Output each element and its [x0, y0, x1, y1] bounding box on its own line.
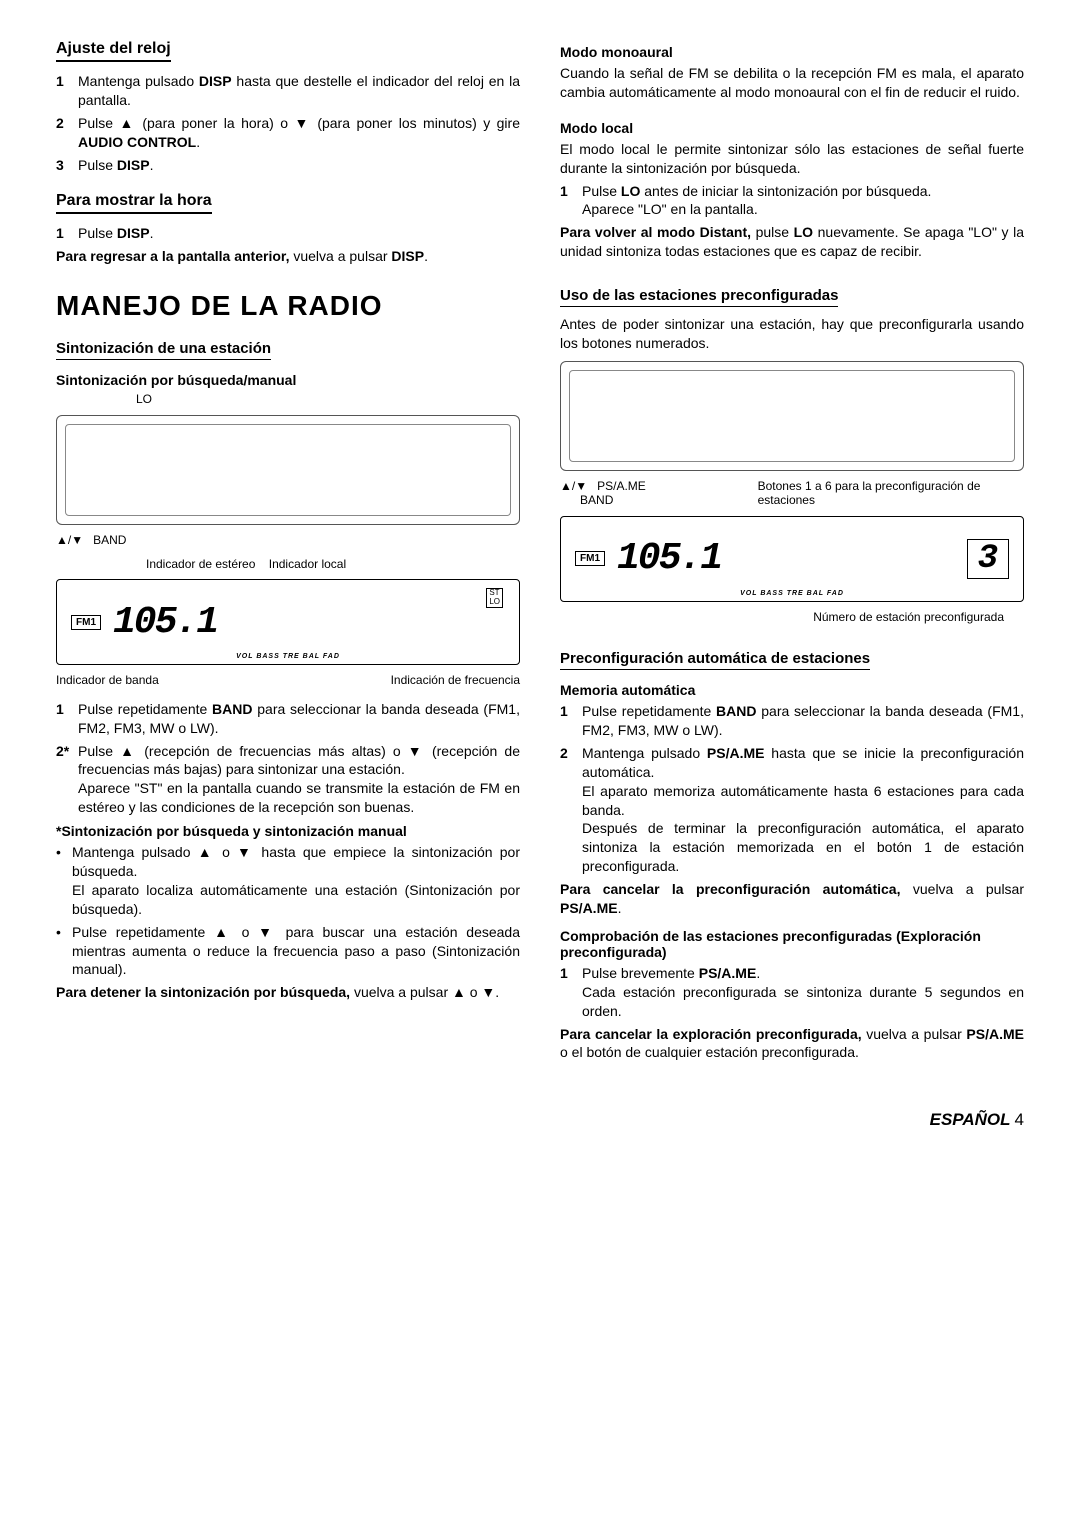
h-uso: Uso de las estaciones preconfiguradas — [560, 287, 838, 307]
led-ch: 3 — [967, 539, 1009, 579]
note: Para volver al modo Distant, pulse LO nu… — [560, 223, 1024, 261]
label-buttons: Botones 1 a 6 para la preconfiguración d… — [758, 479, 1024, 508]
text: Pulse DISP. — [78, 156, 154, 175]
note: Para cancelar la preconfiguración automá… — [560, 880, 1024, 918]
text: Pulse ▲ (recepción de frecuencias más al… — [78, 743, 520, 778]
led-bar: VOL BASS TRE BAL FAD — [236, 653, 340, 660]
led-freq: 105.1 — [617, 537, 721, 580]
sub-manual: *Sintonización por búsqueda y sintonizac… — [56, 823, 520, 839]
section-local: Modo local El modo local le permite sint… — [560, 120, 1024, 261]
label-updown: ▲/▼ — [56, 533, 83, 547]
h-preconf: Preconfiguración automática de estacione… — [560, 650, 870, 670]
text: El aparato localiza automáticamente una … — [72, 882, 520, 917]
num: 2* — [56, 742, 70, 818]
num: 1 — [560, 182, 574, 220]
section-monoaural: Modo monoaural Cuando la señal de FM se … — [560, 44, 1024, 102]
num: 2 — [56, 114, 70, 152]
footer-lang: ESPAÑOL — [930, 1110, 1011, 1129]
label-local: Indicador local — [269, 557, 346, 571]
num: 3 — [56, 156, 70, 175]
label-num: Número de estación preconfigurada — [560, 610, 1004, 624]
text: Pulse DISP. — [78, 224, 154, 243]
section-ajuste-reloj: Ajuste del reloj 1Mantenga pulsado DISP … — [56, 40, 520, 174]
text: Pulse LO antes de iniciar la sintonizaci… — [582, 183, 931, 199]
led-lo: LO — [489, 597, 500, 606]
text: El modo local le permite sintonizar sólo… — [560, 140, 1024, 178]
led-band: FM1 — [575, 551, 605, 566]
text: Antes de poder sintonizar una estación, … — [560, 315, 1024, 353]
note: Para cancelar la exploración preconfigur… — [560, 1025, 1024, 1063]
sub-memoria: Memoria automática — [560, 682, 1024, 698]
note: Para regresar a la pantalla anterior, vu… — [56, 247, 520, 266]
radio-diagram-2 — [560, 361, 1024, 471]
page-footer: ESPAÑOL4 — [56, 1110, 1024, 1130]
text: Pulse repetidamente BAND para selecciona… — [582, 702, 1024, 740]
led-display-1: FM1 105.1 STLO VOL BASS TRE BAL FAD — [56, 579, 520, 665]
led-freq: 105.1 — [113, 601, 217, 644]
led-display-2: FM1 105.1 3 VOL BASS TRE BAL FAD — [560, 516, 1024, 602]
text: Mantenga pulsado ▲ o ▼ hasta que empiece… — [72, 844, 520, 879]
num: 1 — [560, 964, 574, 1021]
label-band: BAND — [93, 533, 126, 547]
text: Aparece "ST" en la pantalla cuando se tr… — [78, 780, 520, 815]
num: 1 — [56, 700, 70, 738]
sub-busqueda: Sintonización por búsqueda/manual — [56, 372, 520, 388]
text: Mantenga pulsado PS/A.ME hasta que se in… — [582, 745, 1024, 780]
label-stereo: Indicador de estéreo — [146, 557, 255, 571]
main-title: MANEJO DE LA RADIO — [56, 290, 520, 322]
led-st: ST — [489, 588, 499, 597]
label-updown: ▲/▼ — [560, 479, 587, 493]
label-ib: Indicador de banda — [56, 673, 159, 687]
label-if: Indicación de frecuencia — [391, 673, 520, 687]
label-ps: PS/A.ME — [597, 479, 646, 493]
text: Mantenga pulsado DISP hasta que destelle… — [78, 72, 520, 110]
section-mostrar-hora: Para mostrar la hora 1 Pulse DISP. Para r… — [56, 192, 520, 266]
led-band: FM1 — [71, 615, 101, 630]
footer-page: 4 — [1015, 1110, 1024, 1129]
section-preconf-auto: Preconfiguración automática de estacione… — [560, 642, 1024, 1062]
num: 2 — [560, 744, 574, 876]
text: Aparece "LO" en la pantalla. — [582, 201, 758, 217]
text: Cuando la señal de FM se debilita o la r… — [560, 64, 1024, 102]
h-mostrar: Para mostrar la hora — [56, 192, 212, 214]
text: El aparato memoriza automáticamente hast… — [582, 783, 1024, 818]
sub-comprobacion: Comprobación de las estaciones preconfig… — [560, 928, 1024, 960]
radio-diagram-1 — [56, 415, 520, 525]
h-ajuste: Ajuste del reloj — [56, 40, 171, 62]
num: 1 — [560, 702, 574, 740]
led-bar: VOL BASS TRE BAL FAD — [740, 590, 844, 597]
h-sint: Sintonización de una estación — [56, 340, 271, 360]
section-uso-preconfiguradas: Uso de las estaciones preconfiguradas An… — [560, 279, 1024, 624]
num: 1 — [56, 224, 70, 243]
text: Después de terminar la preconfiguración … — [582, 820, 1024, 874]
num: 1 — [56, 72, 70, 110]
note: Para detener la sintonización por búsque… — [56, 983, 520, 1002]
text: Pulse repetidamente BAND para selecciona… — [78, 700, 520, 738]
sub-mono: Modo monoaural — [560, 44, 1024, 60]
text: Pulse ▲ (para poner la hora) o ▼ (para p… — [78, 114, 520, 152]
label-band: BAND — [580, 493, 613, 507]
text: Cada estación preconfigurada se sintoniz… — [582, 984, 1024, 1019]
sub-local: Modo local — [560, 120, 1024, 136]
text: Pulse brevemente PS/A.ME. — [582, 965, 760, 981]
section-sintonizacion: Sintonización de una estación Sintonizac… — [56, 332, 520, 1002]
label-lo: LO — [136, 392, 520, 406]
text: Pulse repetidamente ▲ o ▼ para buscar un… — [72, 923, 520, 980]
